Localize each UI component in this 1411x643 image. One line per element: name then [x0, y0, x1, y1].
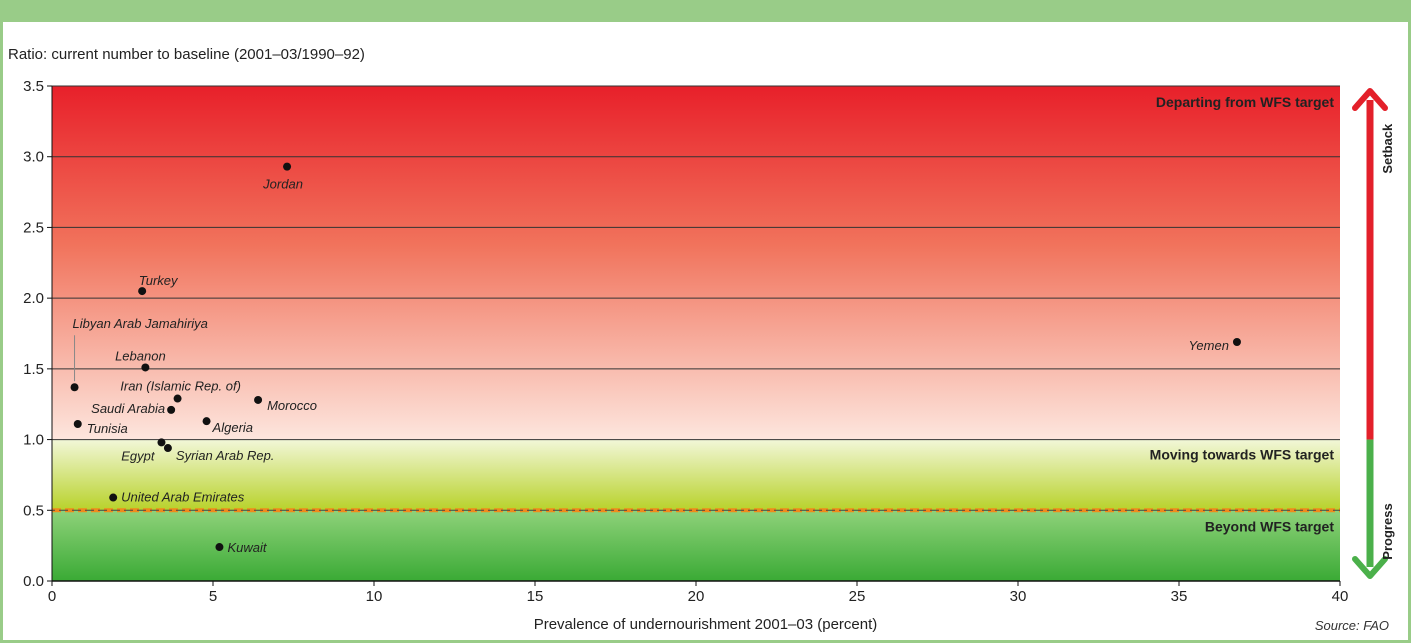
point-morocco: [254, 395, 263, 404]
x-tick-label: 5: [209, 588, 217, 605]
point-kuwait: [215, 543, 224, 552]
zone-label-beyond: Beyond WFS target: [1205, 518, 1334, 534]
point-turkey: [138, 287, 147, 296]
point-label-kuwait: Kuwait: [227, 540, 267, 555]
point-syrian-arab-rep: [163, 444, 172, 453]
progress-label: Progress: [1380, 503, 1395, 559]
x-tick-label: 10: [366, 588, 383, 605]
x-tick-label: 25: [849, 588, 866, 605]
y-tick-label: 3.0: [23, 149, 44, 166]
point-label-libyan-arab-jamahiriya: Libyan Arab Jamahiriya: [73, 316, 208, 331]
point-label-turkey: Turkey: [139, 273, 179, 288]
point-label-united-arab-emirates: United Arab Emirates: [121, 490, 245, 505]
point-jordan: [283, 162, 292, 171]
y-axis-title: Ratio: current number to baseline (2001–…: [8, 46, 365, 63]
x-tick-label: 30: [1010, 588, 1027, 605]
source-note: Source: FAO: [1314, 618, 1389, 633]
progress-arrow-head: [1352, 556, 1388, 579]
point-label-iran-islamic-rep-of: Iran (Islamic Rep. of): [120, 379, 241, 394]
point-label-tunisia: Tunisia: [87, 421, 128, 436]
y-tick-label: 1.0: [23, 432, 44, 449]
point-label-algeria: Algeria: [212, 420, 253, 435]
point-lebanon: [141, 363, 150, 372]
x-tick-label: 40: [1332, 588, 1349, 605]
x-tick-label: 15: [527, 588, 544, 605]
point-egypt: [157, 438, 166, 447]
point-label-syrian-arab-rep: Syrian Arab Rep.: [176, 448, 275, 463]
y-tick-label: 3.5: [23, 78, 44, 95]
y-tick-label: 2.5: [23, 219, 44, 236]
point-label-egypt: Egypt: [121, 448, 156, 463]
point-label-jordan: Jordan: [262, 177, 303, 192]
zone-beyond: [52, 510, 1340, 581]
y-tick-label: 0.5: [23, 502, 44, 519]
zone-departing: [52, 86, 1340, 440]
x-axis-title: Prevalence of undernourishment 2001–03 (…: [533, 616, 878, 633]
zone-label-moving: Moving towards WFS target: [1150, 447, 1335, 463]
y-tick-label: 2.0: [23, 290, 44, 307]
point-united-arab-emirates: [109, 493, 118, 502]
setback-arrow-head: [1352, 88, 1388, 111]
x-tick-label: 20: [688, 588, 705, 605]
y-tick-label: 0.0: [23, 573, 44, 590]
point-libyan-arab-jamahiriya: [70, 383, 79, 392]
zone-moving-towards: [52, 439, 1340, 511]
y-tick-label: 1.5: [23, 361, 44, 378]
x-tick-label: 35: [1171, 588, 1188, 605]
zone-label-departing: Departing from WFS target: [1156, 94, 1334, 110]
point-label-saudi-arabia: Saudi Arabia: [91, 401, 165, 416]
point-label-lebanon: Lebanon: [115, 348, 166, 363]
point-yemen: [1232, 337, 1241, 346]
point-tunisia: [73, 420, 82, 429]
x-tick-label: 0: [48, 588, 56, 605]
point-saudi-arabia: [167, 405, 176, 414]
point-label-morocco: Morocco: [267, 398, 317, 413]
point-iran-islamic-rep-of: [173, 394, 182, 403]
point-label-yemen: Yemen: [1188, 338, 1228, 353]
progress-arrow-shaft: [1366, 439, 1374, 567]
setback-arrow-shaft: [1366, 100, 1374, 440]
setback-label: Setback: [1380, 123, 1395, 174]
point-algeria: [202, 417, 211, 426]
